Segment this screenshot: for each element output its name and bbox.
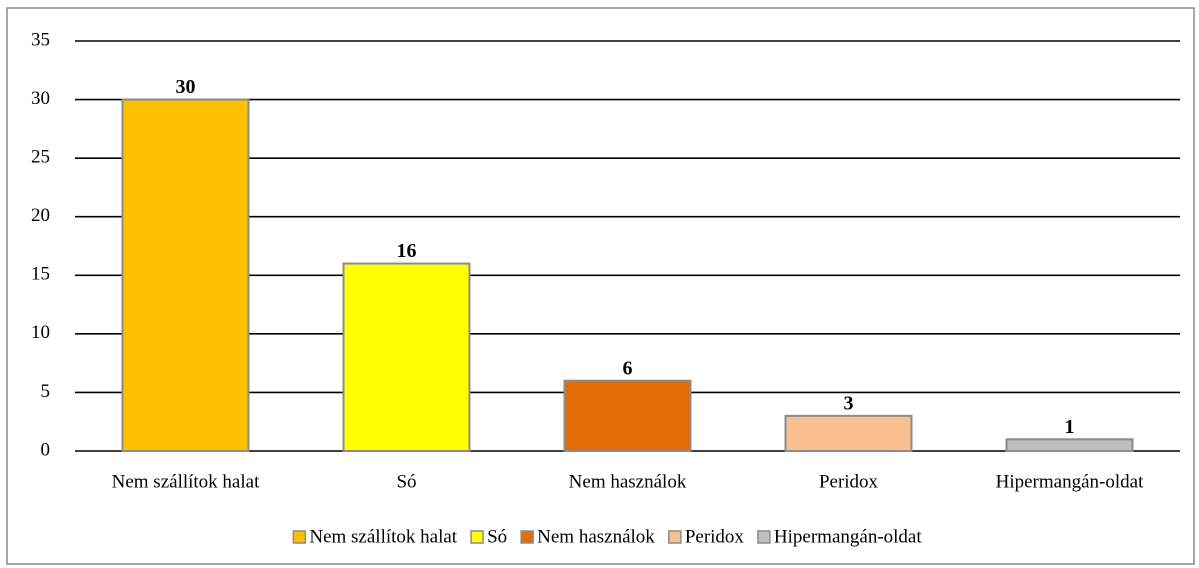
legend-label: Só <box>487 526 507 547</box>
legend-swatch <box>668 530 682 544</box>
y-tick-label: 15 <box>31 264 50 285</box>
legend-swatch <box>470 530 484 544</box>
y-tick-label: 30 <box>31 88 50 109</box>
bar <box>121 98 250 452</box>
legend-label: Nem szállítok halat <box>309 526 457 547</box>
bar <box>563 379 692 453</box>
legend-label: Nem használok <box>537 526 655 547</box>
bar <box>342 262 471 453</box>
data-label: 16 <box>397 240 417 262</box>
y-tick-label: 5 <box>41 381 51 402</box>
bar <box>1005 438 1134 452</box>
bar <box>784 414 913 453</box>
legend-label: Hipermangán-oldat <box>774 526 922 547</box>
x-tick-label: Peridox <box>819 471 879 492</box>
y-tick-label: 0 <box>41 439 51 460</box>
legend-label: Peridox <box>685 526 745 547</box>
x-tick-label: Hipermangán-oldat <box>996 471 1144 492</box>
data-label: 30 <box>176 76 196 98</box>
y-tick-label: 25 <box>31 147 50 168</box>
legend-swatch <box>757 530 771 544</box>
data-label: 3 <box>844 392 854 414</box>
x-tick-label: Só <box>396 471 416 492</box>
legend-swatch <box>520 530 534 544</box>
y-tick-label: 10 <box>31 322 50 343</box>
x-tick-label: Nem szállítok halat <box>112 471 260 492</box>
data-label: 6 <box>623 357 633 379</box>
x-tick-label: Nem használok <box>569 471 687 492</box>
y-tick-label: 20 <box>31 205 50 226</box>
data-label: 1 <box>1065 416 1075 438</box>
y-tick-label: 35 <box>31 29 50 50</box>
legend-swatch <box>292 530 307 544</box>
